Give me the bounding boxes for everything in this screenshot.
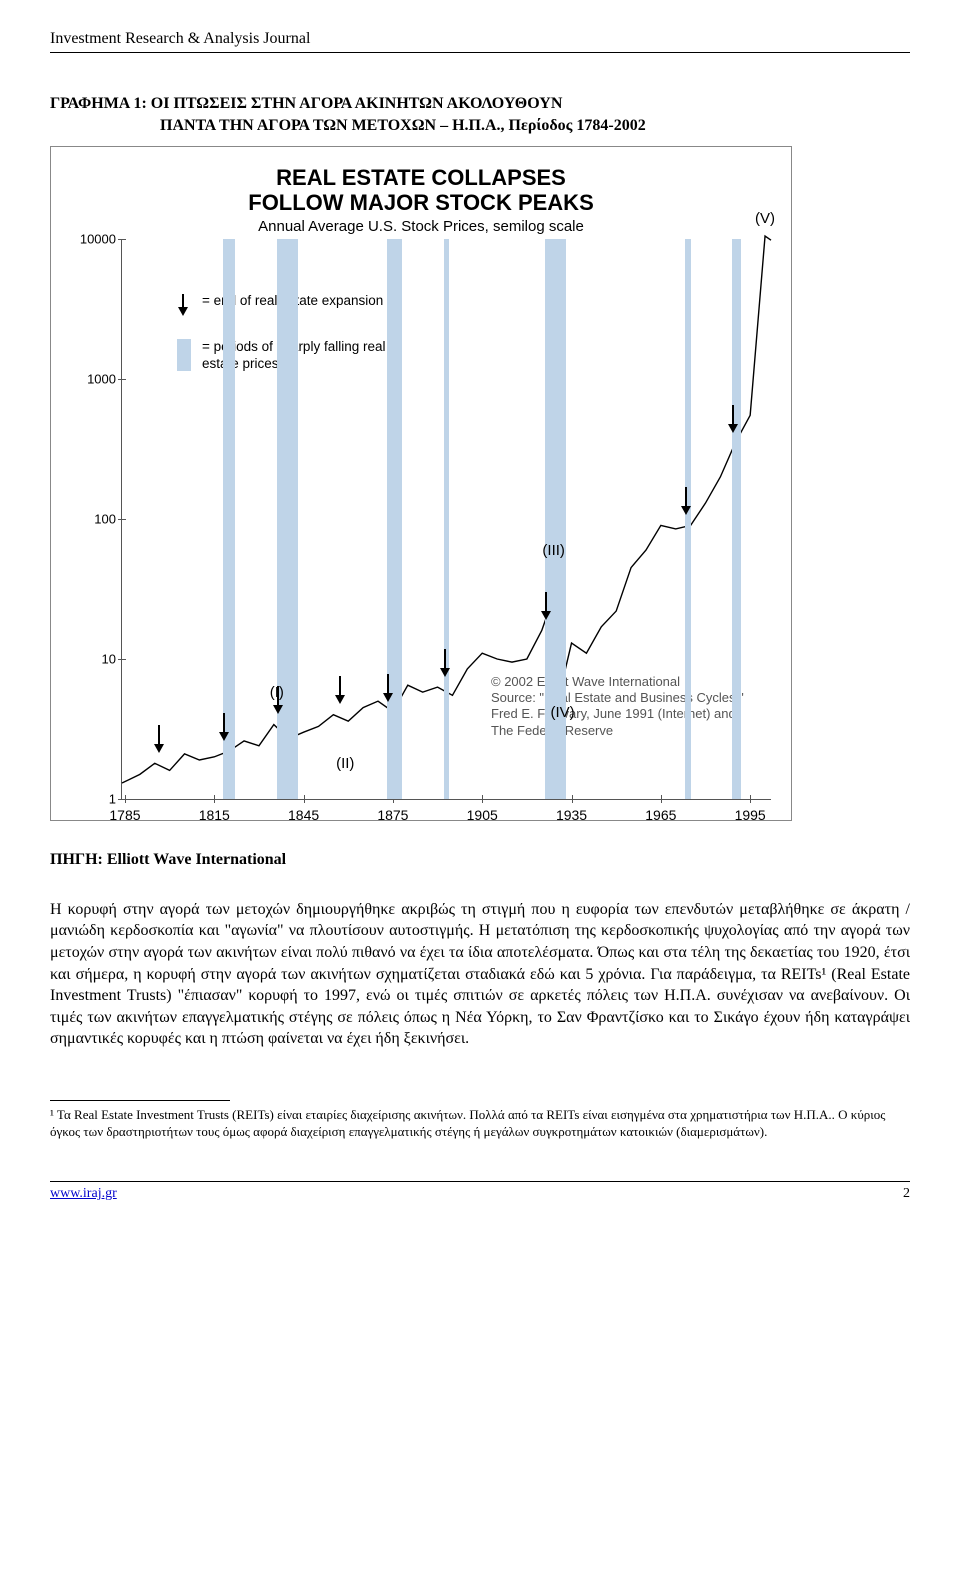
body-paragraph: Η κορυφή στην αγορά των μετοχών δημιουργ… [50,899,910,1050]
xtick-mark [304,795,305,803]
ytick-mark [118,239,126,240]
top-rule [50,52,910,53]
expansion-end-arrow [158,725,160,751]
xtick-mark [750,795,751,803]
roman-label: (V) [755,210,775,227]
page-number: 2 [903,1186,910,1202]
xtick-label: 1995 [735,807,766,823]
ytick-mark [118,659,126,660]
footer-rule [50,1181,910,1182]
roman-label: (II) [336,755,354,772]
ytick-mark [118,379,126,380]
source-heading: ΠΗΓΗ: Elliott Wave International [50,851,910,869]
roman-label: (I) [270,684,284,701]
xtick-mark [214,795,215,803]
ytick-label: 10000 [66,231,116,246]
falling-period-bar [732,239,741,799]
xtick-mark [125,795,126,803]
footer-link[interactable]: www.iraj.gr [50,1186,117,1202]
chart-source-text: © 2002 Elliott Wave InternationalSource:… [491,674,751,739]
falling-period-bar [277,239,298,799]
expansion-end-arrow [223,713,225,739]
legend-bar-icon [177,339,191,371]
legend-arrow-icon [182,294,184,314]
roman-label: (III) [542,542,565,559]
xtick-mark [482,795,483,803]
chart-title-line2: FOLLOW MAJOR STOCK PEAKS [248,190,594,215]
xtick-mark [572,795,573,803]
chart-frame: REAL ESTATE COLLAPSES FOLLOW MAJOR STOCK… [50,146,792,821]
falling-period-bar [685,239,691,799]
expansion-end-arrow [387,674,389,700]
chart-subtitle: Annual Average U.S. Stock Prices, semilo… [61,218,781,235]
expansion-end-arrow [685,487,687,513]
falling-period-bar [387,239,402,799]
ytick-label: 10 [66,651,116,666]
expansion-end-arrow [339,676,341,702]
xtick-label: 1875 [377,807,408,823]
ytick-label: 1000 [66,371,116,386]
journal-header: Investment Research & Analysis Journal [50,30,910,48]
xtick-label: 1965 [645,807,676,823]
ytick-label: 100 [66,511,116,526]
plot-area: = end of real estate expansion = periods… [121,239,771,800]
xtick-mark [661,795,662,803]
roman-label: (IV) [551,704,575,721]
xtick-label: 1815 [199,807,230,823]
xtick-label: 1905 [467,807,498,823]
figure-caption: ΓΡΑΦΗΜΑ 1: ΟΙ ΠΤΩΣΕΙΣ ΣΤΗΝ ΑΓΟΡΑ ΑΚΙΝΗΤΩ… [50,93,910,136]
expansion-end-arrow [444,649,446,675]
xtick-label: 1845 [288,807,319,823]
expansion-end-arrow [545,592,547,618]
ytick-mark [118,519,126,520]
footnote-rule [50,1100,230,1101]
chart-title: REAL ESTATE COLLAPSES FOLLOW MAJOR STOCK… [61,165,781,216]
footnote-text: ¹ Τα Real Estate Investment Trusts (REIT… [50,1107,910,1141]
figure-caption-line2: ΠΑΝΤΑ ΤΗΝ ΑΓΟΡΑ ΤΩΝ ΜΕΤΟΧΩΝ – Η.Π.Α., Πε… [50,115,910,137]
falling-period-bar [444,239,450,799]
xtick-label: 1785 [109,807,140,823]
chart-title-line1: REAL ESTATE COLLAPSES [276,165,566,190]
figure-caption-line1: ΓΡΑΦΗΜΑ 1: ΟΙ ΠΤΩΣΕΙΣ ΣΤΗΝ ΑΓΟΡΑ ΑΚΙΝΗΤΩ… [50,95,562,112]
xtick-label: 1935 [556,807,587,823]
ytick-label: 1 [66,791,116,806]
expansion-end-arrow [732,405,734,431]
page-footer: www.iraj.gr 2 [50,1186,910,1202]
